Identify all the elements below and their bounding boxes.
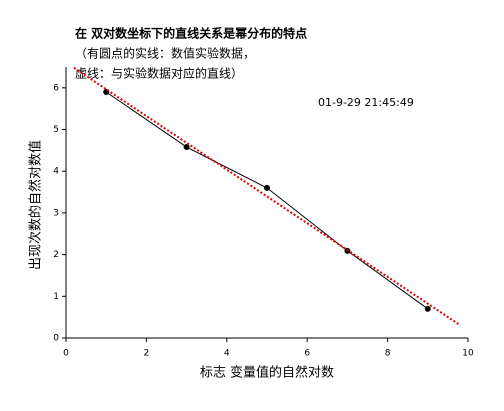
subtitle: （有圆点的实线：数值实验数据， — [75, 46, 255, 61]
y-tick-label: 0 — [53, 334, 59, 344]
series-line — [105, 91, 429, 310]
y-tick-label: 3 — [53, 208, 59, 218]
x-tick-label: 6 — [304, 349, 310, 359]
chart-title: 在 双对数坐标下的直线关系是幂分布的特点 — [75, 26, 307, 41]
annotation: 01-9-29 21:45:49 — [318, 96, 414, 109]
y-tick-label: 6 — [53, 83, 59, 93]
y-tick-label: 5 — [53, 125, 59, 135]
x-tick-label: 8 — [385, 349, 391, 359]
data-point — [183, 144, 190, 151]
y-tick-label: 4 — [53, 167, 59, 177]
y-tick-label: 1 — [53, 292, 59, 302]
x-tick-label: 0 — [63, 349, 69, 359]
subtitle: 虚线：与实验数据对应的直线） — [75, 66, 243, 81]
series-line — [73, 67, 461, 326]
data-point — [264, 184, 270, 191]
data-point — [424, 305, 431, 312]
y-axis-label: 出现次数的自然对数值 — [28, 140, 44, 270]
x-axis-label: 标志 变量值的自然对数 — [200, 365, 334, 381]
x-tick-label: 10 — [462, 349, 474, 359]
x-tick-label: 4 — [224, 349, 230, 359]
y-tick-label: 2 — [53, 250, 59, 260]
x-tick-label: 2 — [144, 349, 150, 359]
